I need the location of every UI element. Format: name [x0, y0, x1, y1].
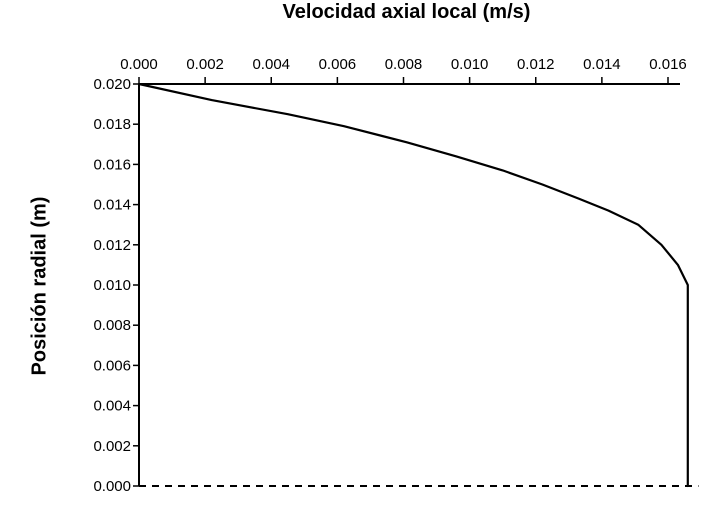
- x-tick-label: 0.004: [252, 56, 290, 73]
- y-tick-label: 0.002: [93, 438, 131, 455]
- y-tick-label: 0.000: [93, 478, 131, 495]
- y-tick-label: 0.008: [93, 317, 131, 334]
- series-line: [137, 82, 689, 488]
- y-tick-label: 0.014: [93, 197, 131, 214]
- x-tick-label: 0.016: [649, 56, 687, 73]
- y-tick-label: 0.010: [93, 277, 131, 294]
- y-tick-label: 0.012: [93, 237, 131, 254]
- y-tick-label: 0.006: [93, 357, 131, 374]
- x-axis-title: Velocidad axial local (m/s): [282, 1, 531, 23]
- x-tick-label: 0.006: [319, 56, 357, 73]
- x-tick-label: 0.010: [451, 56, 489, 73]
- x-tick-label: 0.000: [120, 56, 158, 73]
- y-tick-label: 0.004: [93, 398, 131, 415]
- y-tick-label: 0.018: [93, 116, 131, 133]
- x-tick-label: 0.012: [517, 56, 555, 73]
- x-tick-label: 0.014: [583, 56, 621, 73]
- x-tick-label: 0.002: [186, 56, 224, 73]
- y-tick-label: 0.020: [93, 76, 131, 93]
- x-tick-label: 0.008: [385, 56, 423, 73]
- y-tick-label: 0.016: [93, 156, 131, 173]
